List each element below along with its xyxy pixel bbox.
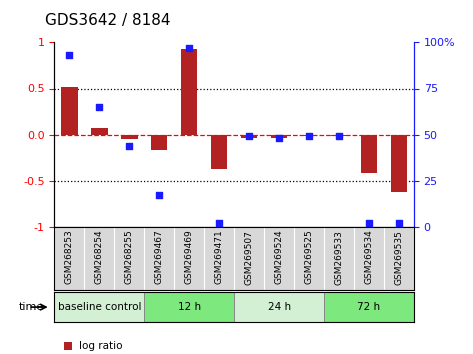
Bar	[144, 292, 234, 322]
Text: time: time	[19, 302, 44, 312]
Bar	[91, 128, 107, 135]
Point	[305, 133, 313, 139]
Point	[125, 143, 133, 148]
Point	[66, 52, 73, 58]
Text: GSM269535: GSM269535	[394, 230, 403, 285]
Bar	[271, 135, 287, 138]
Bar	[361, 135, 377, 173]
Bar	[234, 292, 324, 322]
Bar	[181, 49, 197, 135]
Text: 24 h: 24 h	[268, 302, 290, 312]
Text: GSM269471: GSM269471	[215, 230, 224, 285]
Text: log ratio: log ratio	[79, 341, 123, 351]
Text: GSM268254: GSM268254	[95, 230, 104, 284]
Text: GSM269525: GSM269525	[305, 230, 314, 285]
Text: GSM269469: GSM269469	[184, 230, 194, 285]
Text: baseline control: baseline control	[58, 302, 141, 312]
Bar	[211, 135, 228, 170]
Point	[365, 220, 373, 226]
Point	[395, 220, 403, 226]
Point	[96, 104, 103, 110]
Point	[275, 135, 283, 141]
Point	[215, 220, 223, 226]
Point	[185, 45, 193, 51]
Text: GDS3642 / 8184: GDS3642 / 8184	[45, 13, 170, 28]
Bar	[241, 135, 257, 138]
Text: 72 h: 72 h	[358, 302, 380, 312]
Bar	[61, 87, 78, 135]
Point	[156, 193, 163, 198]
Text: 12 h: 12 h	[178, 302, 201, 312]
Text: GSM268255: GSM268255	[125, 230, 134, 285]
Bar	[54, 292, 144, 322]
Text: GSM269507: GSM269507	[245, 230, 254, 285]
Bar	[121, 135, 138, 139]
Text: GSM269534: GSM269534	[364, 230, 374, 285]
Bar	[151, 135, 167, 150]
Text: GSM269533: GSM269533	[334, 230, 343, 285]
Text: GSM269524: GSM269524	[274, 230, 284, 284]
Point	[335, 133, 343, 139]
Text: GSM269467: GSM269467	[155, 230, 164, 285]
Bar	[301, 135, 317, 136]
Bar	[324, 292, 414, 322]
Point	[245, 133, 253, 139]
Bar	[331, 135, 347, 136]
Bar	[391, 135, 407, 192]
Text: GSM268253: GSM268253	[65, 230, 74, 285]
